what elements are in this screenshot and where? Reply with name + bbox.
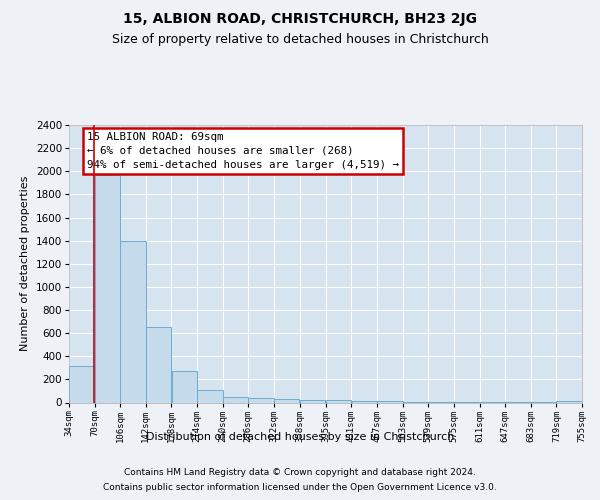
Text: 15 ALBION ROAD: 69sqm
← 6% of detached houses are smaller (268)
94% of semi-deta: 15 ALBION ROAD: 69sqm ← 6% of detached h… xyxy=(87,132,399,170)
Bar xyxy=(69,366,95,403)
Bar xyxy=(146,328,172,402)
Text: Contains public sector information licensed under the Open Government Licence v3: Contains public sector information licen… xyxy=(103,483,497,492)
Bar xyxy=(121,240,146,402)
Bar xyxy=(326,400,352,402)
Text: 15, ALBION ROAD, CHRISTCHURCH, BH23 2JG: 15, ALBION ROAD, CHRISTCHURCH, BH23 2JG xyxy=(123,12,477,26)
Bar xyxy=(172,370,197,402)
Bar xyxy=(274,399,299,402)
Text: Distribution of detached houses by size in Christchurch: Distribution of detached houses by size … xyxy=(146,432,454,442)
Bar xyxy=(197,390,223,402)
Bar xyxy=(248,398,274,402)
Bar xyxy=(299,400,325,402)
Bar xyxy=(352,401,377,402)
Bar xyxy=(95,174,120,402)
Y-axis label: Number of detached properties: Number of detached properties xyxy=(20,176,30,352)
Bar xyxy=(556,401,582,402)
Text: Contains HM Land Registry data © Crown copyright and database right 2024.: Contains HM Land Registry data © Crown c… xyxy=(124,468,476,477)
Bar xyxy=(223,398,248,402)
Text: Size of property relative to detached houses in Christchurch: Size of property relative to detached ho… xyxy=(112,32,488,46)
